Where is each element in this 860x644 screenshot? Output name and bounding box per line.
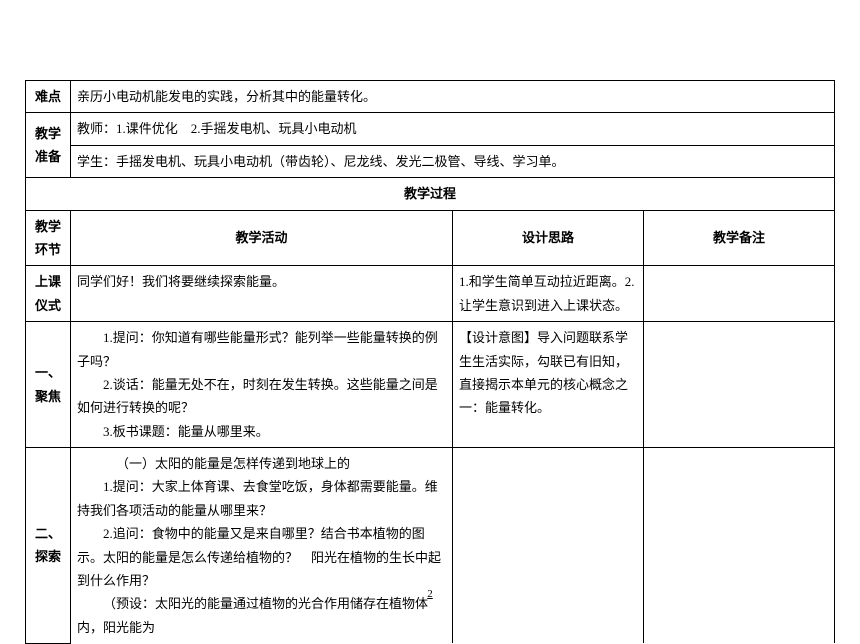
focus-label: 一、聚焦 bbox=[26, 322, 71, 448]
explore-label: 二、探索 bbox=[26, 448, 71, 644]
ceremony-note bbox=[644, 266, 835, 322]
explore-activity: （一）太阳的能量是怎样传递到地球上的 1.提问：大家上体育课、去食堂吃饭，身体都… bbox=[71, 448, 453, 644]
focus-row: 一、聚焦 1.提问：你知道有哪些能量形式？能列举一些能量转换的例子吗？ 2.谈话… bbox=[26, 322, 835, 448]
col-thought-header: 设计思路 bbox=[453, 210, 644, 266]
focus-line1: 1.提问：你知道有哪些能量形式？能列举一些能量转换的例子吗？ bbox=[77, 326, 446, 373]
difficulty-label: 难点 bbox=[26, 81, 71, 113]
explore-row: 二、探索 （一）太阳的能量是怎样传递到地球上的 1.提问：大家上体育课、去食堂吃… bbox=[26, 448, 835, 644]
focus-thought: 【设计意图】导入问题联系学生生活实际，勾联已有旧知，直接揭示本单元的核心概念之一… bbox=[453, 322, 644, 448]
focus-note bbox=[644, 322, 835, 448]
lesson-plan-table: 难点 亲历小电动机能发电的实践，分析其中的能量转化。 教学准备 教师：1.课件优… bbox=[25, 80, 835, 644]
process-header: 教学过程 bbox=[26, 178, 835, 210]
focus-activity: 1.提问：你知道有哪些能量形式？能列举一些能量转换的例子吗？ 2.谈话：能量无处… bbox=[71, 322, 453, 448]
explore-thought bbox=[453, 448, 644, 644]
explore-line1: 1.提问：大家上体育课、去食堂吃饭，身体都需要能量。维持我们各项活动的能量从哪里… bbox=[77, 475, 446, 522]
difficulty-content: 亲历小电动机能发电的实践，分析其中的能量转化。 bbox=[71, 81, 835, 113]
ceremony-activity: 同学们好！我们将要继续探索能量。 bbox=[71, 266, 453, 322]
explore-line3: （预设：太阳光的能量通过植物的光合作用储存在植物体内，阳光能为 bbox=[77, 592, 446, 639]
preparation-teacher: 教师：1.课件优化 2.手摇发电机、玩具小电动机 bbox=[71, 113, 835, 145]
col-stage-header: 教学环节 bbox=[26, 210, 71, 266]
preparation-student-row: 学生：手摇发电机、玩具小电动机（带齿轮）、尼龙线、发光二极管、导线、学习单。 bbox=[26, 145, 835, 177]
explore-note bbox=[644, 448, 835, 644]
col-activity-header: 教学活动 bbox=[71, 210, 453, 266]
page-number: 2 bbox=[427, 588, 433, 600]
column-header-row: 教学环节 教学活动 设计思路 教学备注 bbox=[26, 210, 835, 266]
explore-line2: 2.追问：食物中的能量又是来自哪里？结合书本植物的图示。太阳的能量是怎么传递给植… bbox=[77, 522, 446, 592]
ceremony-label: 上课仪式 bbox=[26, 266, 71, 322]
ceremony-row: 上课仪式 同学们好！我们将要继续探索能量。 1.和学生简单互动拉近距离。2.让学… bbox=[26, 266, 835, 322]
col-note-header: 教学备注 bbox=[644, 210, 835, 266]
focus-line2: 2.谈话：能量无处不在，时刻在发生转换。这些能量之间是如何进行转换的呢？ bbox=[77, 373, 446, 420]
preparation-label: 教学准备 bbox=[26, 113, 71, 178]
difficulty-row: 难点 亲历小电动机能发电的实践，分析其中的能量转化。 bbox=[26, 81, 835, 113]
preparation-student: 学生：手摇发电机、玩具小电动机（带齿轮）、尼龙线、发光二极管、导线、学习单。 bbox=[71, 145, 835, 177]
preparation-teacher-row: 教学准备 教师：1.课件优化 2.手摇发电机、玩具小电动机 bbox=[26, 113, 835, 145]
explore-title: （一）太阳的能量是怎样传递到地球上的 bbox=[77, 452, 446, 475]
ceremony-thought: 1.和学生简单互动拉近距离。2.让学生意识到进入上课状态。 bbox=[453, 266, 644, 322]
focus-line3: 3.板书课题：能量从哪里来。 bbox=[77, 420, 446, 443]
process-header-row: 教学过程 bbox=[26, 178, 835, 210]
